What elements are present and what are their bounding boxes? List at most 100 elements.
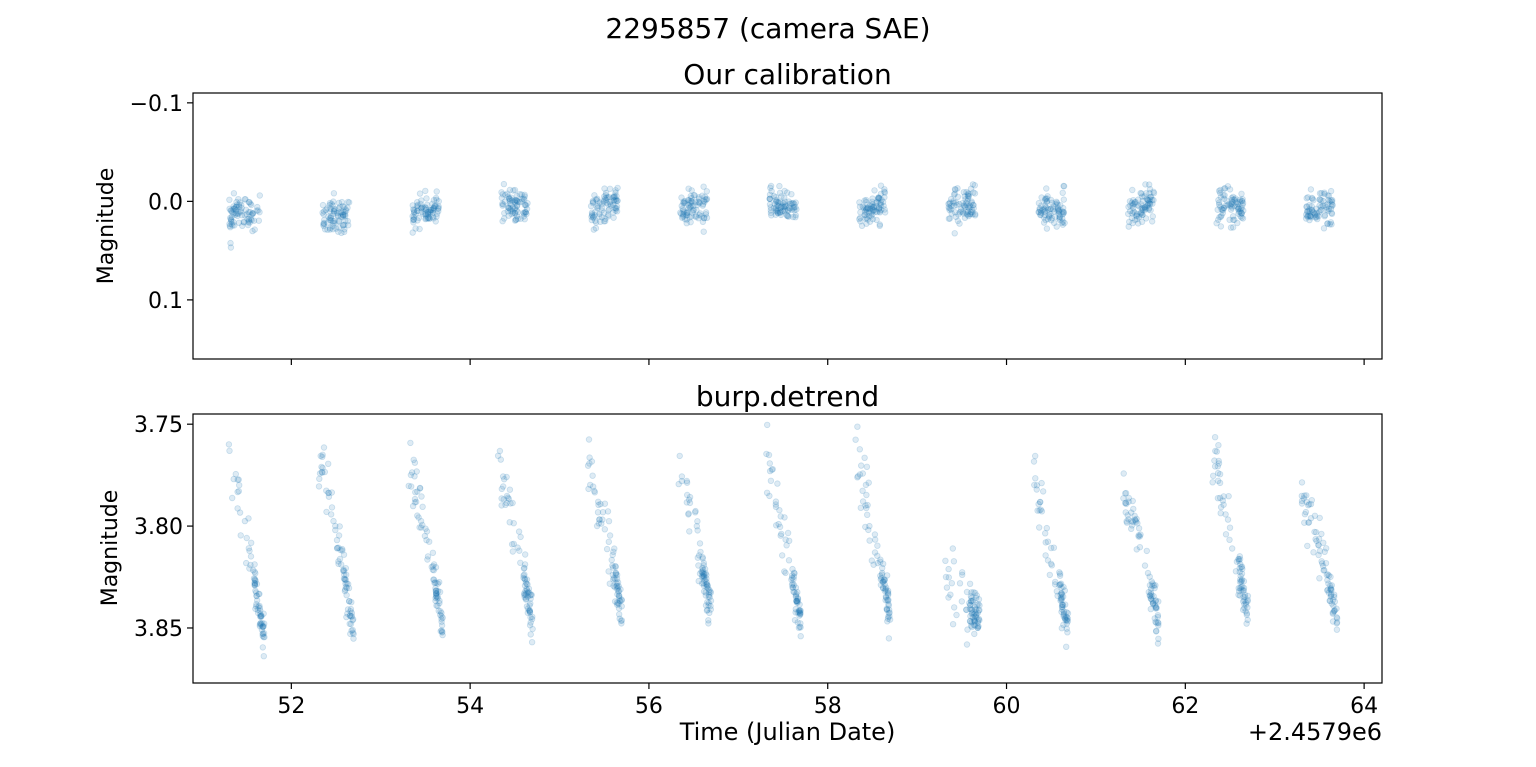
data-point — [526, 589, 533, 596]
data-point — [1327, 586, 1334, 593]
data-point — [231, 205, 239, 213]
data-point — [348, 599, 355, 606]
data-point — [342, 586, 349, 593]
data-point — [1137, 189, 1144, 197]
data-point — [1316, 196, 1323, 203]
data-point — [700, 588, 708, 595]
data-point — [1241, 597, 1248, 604]
data-point — [784, 206, 792, 214]
data-point — [433, 188, 440, 195]
data-point — [969, 208, 976, 216]
data-point — [975, 596, 983, 603]
data-point — [1146, 592, 1154, 599]
data-point — [973, 594, 980, 601]
data-point — [1236, 207, 1244, 215]
data-point — [345, 221, 352, 229]
data-point — [791, 570, 798, 577]
data-point — [971, 182, 978, 189]
data-point — [1062, 615, 1069, 622]
data-point — [861, 211, 868, 219]
data-point — [598, 520, 605, 527]
data-point — [797, 620, 804, 627]
data-point — [946, 200, 953, 207]
data-point — [959, 571, 966, 578]
data-point — [1042, 216, 1049, 224]
data-point — [1328, 198, 1336, 205]
data-point — [253, 580, 261, 588]
data-point — [605, 213, 612, 220]
data-point — [329, 202, 336, 209]
data-point — [885, 590, 892, 597]
y-tick-label: 3.80 — [134, 515, 183, 540]
data-point — [1330, 608, 1338, 615]
data-point — [1063, 625, 1070, 632]
data-point — [520, 213, 527, 220]
data-point — [789, 580, 796, 587]
data-point — [1126, 198, 1134, 205]
data-point — [1036, 498, 1044, 506]
data-point — [1122, 489, 1130, 497]
data-point — [1145, 206, 1153, 213]
data-point — [1129, 219, 1136, 227]
data-point — [509, 207, 516, 215]
data-point — [704, 606, 711, 614]
data-point — [1146, 582, 1154, 589]
data-point — [234, 212, 241, 220]
data-point — [1145, 181, 1153, 188]
data-point — [868, 557, 875, 564]
data-point — [340, 222, 347, 229]
data-point — [1047, 205, 1054, 213]
data-point — [520, 572, 527, 579]
data-point — [869, 195, 876, 202]
data-point — [593, 197, 601, 204]
data-point — [414, 204, 421, 211]
data-point — [943, 584, 951, 591]
data-point — [613, 582, 620, 590]
data-point — [1051, 581, 1059, 588]
data-point — [1136, 544, 1144, 551]
data-point — [963, 606, 970, 613]
data-point — [526, 607, 533, 614]
data-point — [1146, 196, 1154, 203]
data-point — [255, 590, 262, 598]
data-point — [876, 204, 883, 211]
data-point — [596, 516, 603, 523]
data-point — [703, 196, 710, 203]
data-point — [698, 580, 706, 587]
data-point — [857, 209, 864, 216]
data-point — [864, 204, 871, 212]
data-point — [960, 202, 967, 209]
data-point — [332, 526, 339, 534]
data-point — [1327, 573, 1334, 580]
data-point — [603, 199, 610, 206]
data-point — [235, 476, 242, 483]
data-point — [856, 471, 864, 478]
data-point — [1318, 196, 1325, 204]
data-point — [526, 609, 534, 616]
data-point — [675, 480, 682, 488]
data-point — [524, 609, 531, 616]
data-point — [256, 192, 263, 199]
data-point — [688, 213, 695, 220]
data-point — [254, 203, 261, 211]
data-point — [776, 507, 783, 514]
data-point — [511, 186, 519, 194]
data-point — [508, 194, 515, 201]
data-point — [431, 579, 439, 586]
data-point — [429, 213, 437, 220]
data-point — [521, 196, 528, 203]
data-point — [520, 195, 527, 202]
data-point — [596, 210, 603, 217]
marker-group — [225, 421, 1341, 660]
data-point — [702, 592, 709, 599]
data-point — [1149, 597, 1156, 604]
data-point — [1318, 530, 1325, 538]
data-point — [1234, 200, 1241, 207]
data-point — [968, 199, 975, 206]
data-point — [884, 572, 891, 579]
data-point — [1240, 593, 1247, 601]
data-point — [966, 202, 973, 209]
data-point — [340, 551, 348, 558]
data-point — [1318, 189, 1325, 197]
data-point — [696, 200, 703, 207]
